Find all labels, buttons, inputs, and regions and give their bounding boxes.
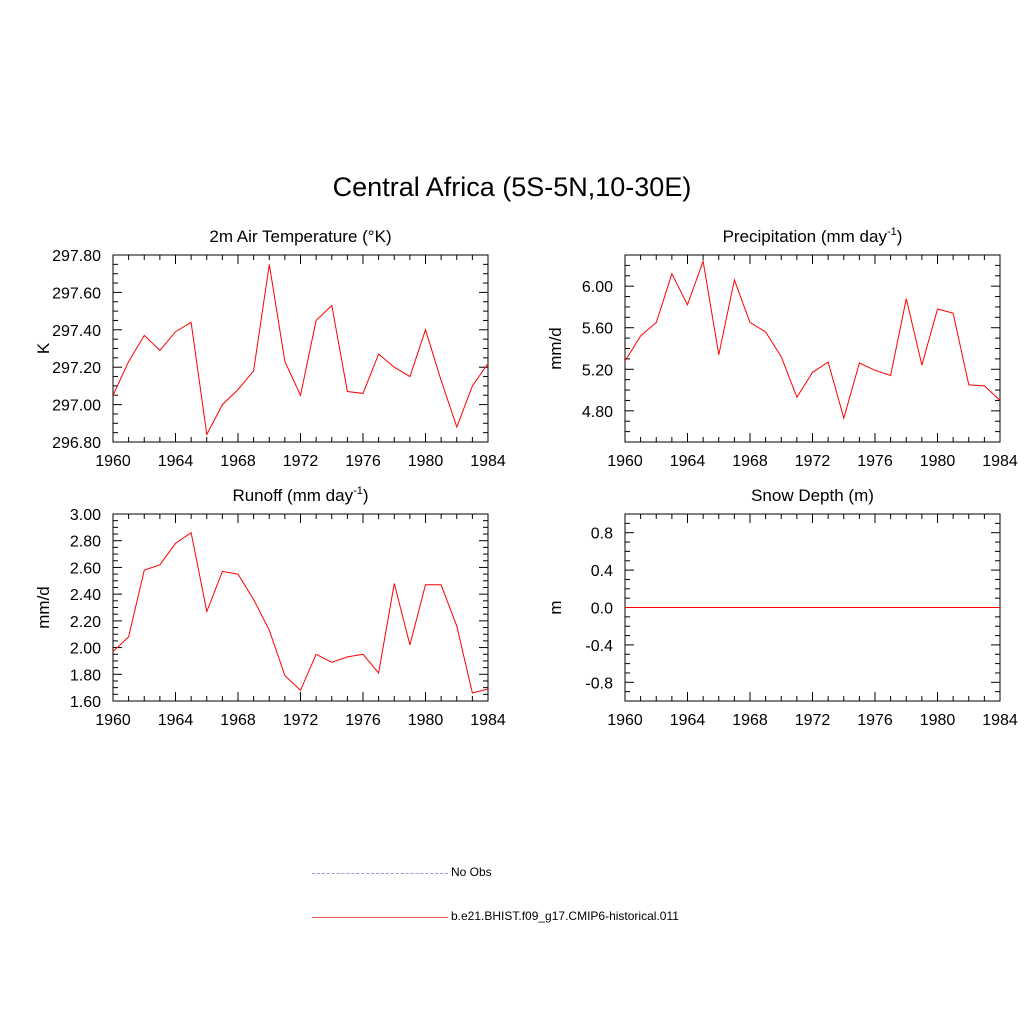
series-line — [624, 259, 1001, 420]
series-line — [112, 264, 489, 437]
page-title: Central Africa (5S-5N,10-30E) — [332, 172, 692, 202]
x-tick-label: 1980 — [408, 712, 444, 729]
y-tick-label: 297.00 — [52, 398, 101, 415]
series-line — [112, 531, 489, 694]
chart-title: Runoff (mm day-1) — [232, 485, 368, 505]
y-tick-label: 1.60 — [70, 694, 101, 711]
x-tick-label: 1960 — [95, 712, 131, 729]
x-tick-label: 1972 — [283, 453, 319, 470]
x-tick-label: 1976 — [857, 712, 893, 729]
chart-panel-1: 2m Air Temperature (°K) K 1960 1964 1968 1972… — [34, 227, 506, 470]
x-tick-label: 1984 — [470, 453, 506, 470]
plot-frame — [624, 254, 1001, 443]
y-tick-label: 6.00 — [582, 279, 613, 296]
y-tick-label: 1.80 — [70, 667, 101, 684]
y-tick-label: 5.20 — [582, 362, 613, 379]
x-tick-label: 1964 — [670, 453, 706, 470]
x-tick-label: 1980 — [920, 453, 956, 470]
y-tick-label: 3.00 — [70, 507, 101, 524]
chart-panel-4: Snow Depth (m) m 1960 1964 1968 1972 1976 1980 1… — [546, 486, 1018, 729]
y-tick-label: 296.80 — [52, 435, 101, 452]
y-tick-label: 2.60 — [70, 560, 101, 577]
y-axis-label: K — [34, 342, 53, 354]
y-tick-label: 4.80 — [582, 404, 613, 421]
y-tick-label: 297.80 — [52, 248, 101, 265]
x-tick-label: 1968 — [220, 453, 256, 470]
x-tick-label: 1968 — [732, 712, 768, 729]
y-tick-label: 2.00 — [70, 641, 101, 658]
y-tick-label: 2.80 — [70, 534, 101, 551]
chart-title: 2m Air Temperature (°K) — [209, 227, 391, 246]
y-axis-label: m — [546, 600, 565, 614]
y-tick-label: -0.4 — [585, 638, 613, 655]
legend-label-no-obs: No Obs — [451, 865, 492, 879]
chart-panel-2: Precipitation (mm day-1) mm/d 1960 1964 1968… — [546, 226, 1018, 470]
y-axis-label: mm/d — [546, 327, 565, 370]
x-tick-label: 1960 — [95, 453, 131, 470]
y-tick-label: 2.40 — [70, 587, 101, 604]
y-tick-label: 2.20 — [70, 614, 101, 631]
y-tick-label: 297.20 — [52, 360, 101, 377]
chart-panel-3: Runoff (mm day-1) mm/d 1960 1964 1968 1972 197… — [34, 485, 506, 729]
x-tick-label: 1976 — [345, 712, 381, 729]
chart-title: Precipitation (mm day-1) — [723, 226, 903, 246]
y-tick-label: -0.8 — [585, 675, 613, 692]
y-tick-label: 5.60 — [582, 321, 613, 338]
x-tick-label: 1984 — [982, 453, 1018, 470]
legend-line-no-obs — [312, 873, 448, 874]
x-tick-label: 1976 — [857, 453, 893, 470]
x-tick-label: 1968 — [732, 453, 768, 470]
x-tick-label: 1964 — [158, 712, 194, 729]
y-tick-label: 0.4 — [591, 563, 613, 580]
x-tick-label: 1968 — [220, 712, 256, 729]
x-tick-label: 1972 — [795, 453, 831, 470]
x-tick-label: 1984 — [470, 712, 506, 729]
x-tick-label: 1984 — [982, 712, 1018, 729]
x-tick-label: 1960 — [607, 453, 643, 470]
x-tick-label: 1972 — [795, 712, 831, 729]
y-tick-label: 0.8 — [591, 526, 613, 543]
y-axis-label: mm/d — [34, 586, 53, 629]
x-tick-label: 1960 — [607, 712, 643, 729]
chart-title: Snow Depth (m) — [751, 486, 874, 505]
plot-frame — [112, 513, 489, 702]
y-tick-label: 0.0 — [591, 601, 613, 618]
y-tick-label: 297.40 — [52, 323, 101, 340]
y-tick-label: 297.60 — [52, 285, 101, 302]
x-tick-label: 1972 — [283, 712, 319, 729]
x-tick-label: 1964 — [670, 712, 706, 729]
x-tick-label: 1976 — [345, 453, 381, 470]
x-tick-label: 1980 — [408, 453, 444, 470]
legend-line-model — [312, 917, 448, 918]
x-tick-label: 1964 — [158, 453, 194, 470]
x-tick-label: 1980 — [920, 712, 956, 729]
legend-label-model: b.e21.BHIST.f09_g17.CMIP6-historical.011 — [451, 909, 679, 923]
